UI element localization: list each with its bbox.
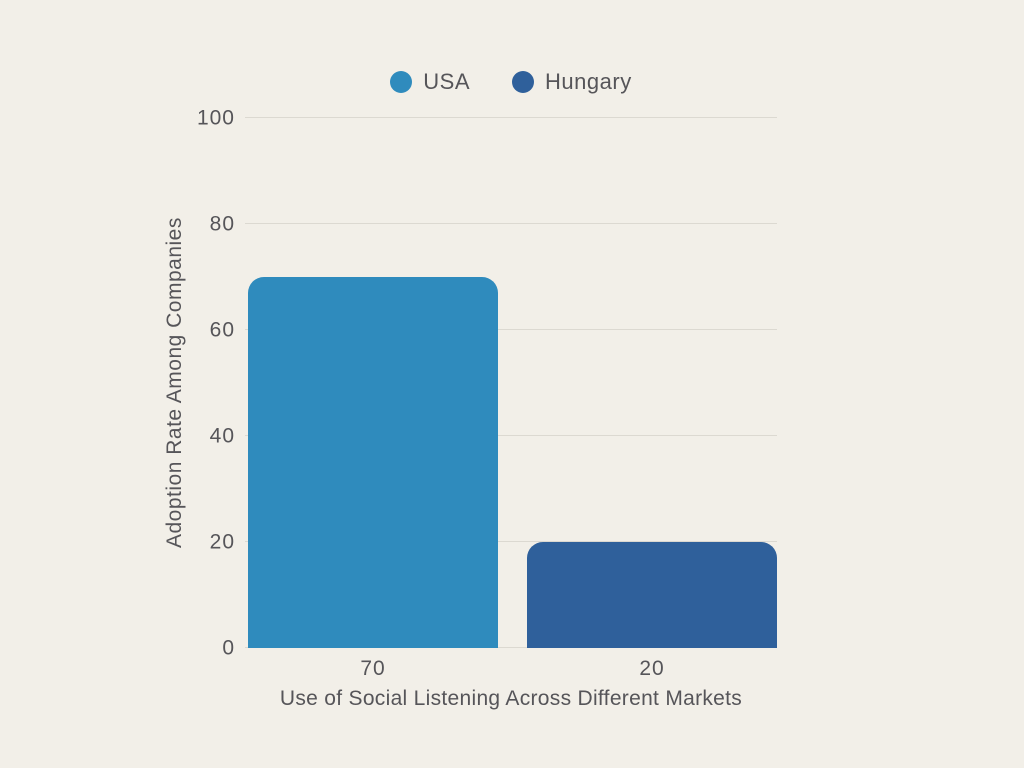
legend-label-usa: USA [423,69,471,94]
y-tick-label: 100 [196,106,235,130]
y-tick-label: 80 [209,212,235,236]
legend-swatch-usa-icon [390,71,413,93]
plot-area: 70 20 0 20 40 60 80 100 [197,108,777,680]
y-axis-title: Adoption Rate Among Companies [163,217,186,549]
legend: USA Hungary [245,66,777,98]
legend-item-hungary: Hungary [512,69,632,95]
gridline [245,117,777,118]
gridline [245,435,777,436]
x-tick-label-usa: 70 [360,657,386,680]
y-tick-label: 20 [209,530,235,554]
gridline [245,223,777,224]
legend-label-hungary: Hungary [545,69,632,94]
y-tick-label: 0 [222,636,235,660]
gridline [245,541,777,542]
bar-hungary [527,542,777,648]
gridline [245,647,777,648]
y-tick-label: 40 [209,424,235,448]
gridline [245,329,777,330]
bar-usa [248,277,498,648]
y-tick-label: 60 [209,318,235,342]
x-axis-title: Use of Social Listening Across Different… [279,687,743,710]
legend-item-usa: USA [390,69,470,95]
x-tick-label-hungary: 20 [639,657,665,680]
legend-swatch-hungary-icon [512,71,535,93]
